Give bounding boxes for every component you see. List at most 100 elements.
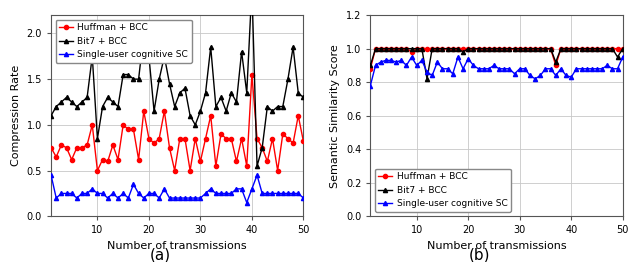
- Bit7 + BCC: [191, 123, 199, 127]
- Bit7 + BCC: [557, 47, 564, 50]
- Huffman + BCC: [382, 47, 390, 50]
- Bit7 + BCC: [495, 47, 503, 50]
- Single-user cognitive SC: [114, 196, 122, 200]
- Huffman + BCC: [73, 146, 81, 149]
- Single-user cognitive SC: [176, 196, 184, 200]
- Single-user cognitive SC: [583, 67, 591, 70]
- Huffman + BCC: [253, 137, 261, 140]
- Huffman + BCC: [259, 146, 266, 149]
- Bit7 + BCC: [300, 96, 307, 99]
- Huffman + BCC: [470, 47, 477, 50]
- Single-user cognitive SC: [475, 67, 483, 70]
- Single-user cognitive SC: [227, 192, 235, 195]
- Bit7 + BCC: [408, 47, 415, 50]
- Single-user cognitive SC: [449, 72, 456, 75]
- Bit7 + BCC: [526, 47, 534, 50]
- Bit7 + BCC: [387, 47, 395, 50]
- Bit7 + BCC: [68, 100, 76, 103]
- Single-user cognitive SC: [73, 196, 81, 200]
- Huffman + BCC: [438, 47, 446, 50]
- Single-user cognitive SC: [506, 67, 513, 70]
- Huffman + BCC: [506, 47, 513, 50]
- Bit7 + BCC: [232, 100, 240, 103]
- Huffman + BCC: [289, 141, 297, 145]
- Huffman + BCC: [433, 47, 441, 50]
- Huffman + BCC: [562, 47, 570, 50]
- Bit7 + BCC: [418, 47, 426, 50]
- Huffman + BCC: [444, 47, 451, 50]
- Huffman + BCC: [536, 47, 544, 50]
- Single-user cognitive SC: [495, 67, 503, 70]
- Bit7 + BCC: [227, 91, 235, 94]
- Bit7 + BCC: [135, 78, 143, 81]
- X-axis label: Number of transmissions: Number of transmissions: [427, 241, 566, 251]
- Huffman + BCC: [264, 160, 271, 163]
- Single-user cognitive SC: [191, 196, 199, 200]
- Huffman + BCC: [47, 146, 55, 149]
- Single-user cognitive SC: [171, 196, 179, 200]
- Huffman + BCC: [387, 47, 395, 50]
- Line: Single-user cognitive SC: Single-user cognitive SC: [368, 55, 625, 88]
- Bit7 + BCC: [63, 96, 70, 99]
- Single-user cognitive SC: [83, 192, 91, 195]
- Huffman + BCC: [217, 132, 225, 135]
- Single-user cognitive SC: [588, 67, 596, 70]
- Single-user cognitive SC: [367, 84, 374, 87]
- Single-user cognitive SC: [521, 67, 529, 70]
- Single-user cognitive SC: [598, 67, 606, 70]
- Huffman + BCC: [372, 47, 380, 50]
- Single-user cognitive SC: [428, 74, 436, 77]
- Bit7 + BCC: [58, 100, 65, 103]
- Huffman + BCC: [150, 141, 158, 145]
- Huffman + BCC: [397, 47, 405, 50]
- Single-user cognitive SC: [423, 70, 431, 74]
- Huffman + BCC: [186, 169, 194, 172]
- Huffman + BCC: [604, 47, 611, 50]
- Single-user cognitive SC: [511, 72, 518, 75]
- Single-user cognitive SC: [124, 196, 132, 200]
- Bit7 + BCC: [614, 56, 621, 59]
- Huffman + BCC: [99, 158, 106, 161]
- Single-user cognitive SC: [264, 192, 271, 195]
- Bit7 + BCC: [588, 47, 596, 50]
- Single-user cognitive SC: [413, 64, 420, 67]
- Single-user cognitive SC: [232, 187, 240, 190]
- Huffman + BCC: [238, 137, 246, 140]
- Huffman + BCC: [227, 137, 235, 140]
- Huffman + BCC: [202, 137, 209, 140]
- Huffman + BCC: [191, 137, 199, 140]
- Single-user cognitive SC: [145, 192, 153, 195]
- Y-axis label: Semantic Similarity Score: Semantic Similarity Score: [330, 44, 340, 188]
- Huffman + BCC: [63, 146, 70, 149]
- Huffman + BCC: [449, 47, 456, 50]
- Bit7 + BCC: [78, 100, 86, 103]
- Bit7 + BCC: [253, 165, 261, 168]
- Bit7 + BCC: [181, 87, 189, 90]
- Huffman + BCC: [557, 47, 564, 50]
- Bit7 + BCC: [516, 47, 524, 50]
- Bit7 + BCC: [119, 73, 127, 76]
- Bit7 + BCC: [578, 47, 586, 50]
- Huffman + BCC: [300, 140, 307, 143]
- Huffman + BCC: [135, 158, 143, 161]
- Huffman + BCC: [243, 165, 251, 168]
- Single-user cognitive SC: [460, 67, 467, 70]
- Single-user cognitive SC: [392, 61, 400, 64]
- Bit7 + BCC: [377, 47, 385, 50]
- Single-user cognitive SC: [557, 67, 564, 70]
- Single-user cognitive SC: [109, 192, 116, 195]
- Bit7 + BCC: [403, 47, 410, 50]
- Bit7 + BCC: [140, 32, 148, 35]
- Bit7 + BCC: [88, 55, 96, 58]
- Bit7 + BCC: [583, 47, 591, 50]
- Bit7 + BCC: [397, 47, 405, 50]
- Bit7 + BCC: [460, 50, 467, 53]
- Single-user cognitive SC: [207, 187, 214, 190]
- Single-user cognitive SC: [284, 192, 292, 195]
- Bit7 + BCC: [294, 91, 302, 94]
- Single-user cognitive SC: [78, 192, 86, 195]
- Single-user cognitive SC: [63, 192, 70, 195]
- Huffman + BCC: [78, 146, 86, 149]
- Bit7 + BCC: [413, 47, 420, 50]
- Bit7 + BCC: [196, 110, 204, 113]
